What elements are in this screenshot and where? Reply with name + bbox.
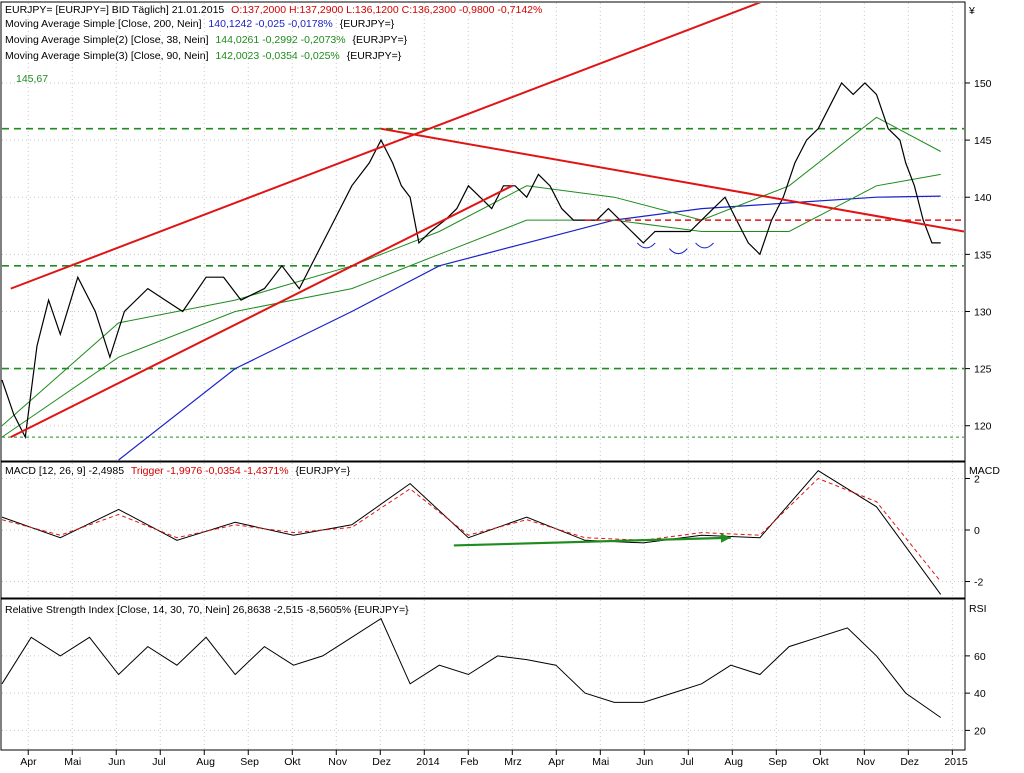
price-axis-title: ¥	[968, 5, 975, 17]
x-tick-label: Jul	[680, 756, 693, 768]
x-tick-label: Apr	[548, 756, 565, 768]
price-y-tick-label: 145	[974, 135, 992, 147]
rsi-line	[1, 617, 941, 718]
price-header-line3: Moving Average Simple(2) [Close, 38, Nei…	[5, 34, 408, 46]
macd-header: MACD [12, 26, 9] -2,4985 Trigger -1,9976…	[5, 465, 351, 477]
divergence-arrow-shaft	[453, 536, 731, 547]
ma90-tail: {EURJPY=}	[347, 50, 402, 62]
x-tick-label: Dez	[900, 756, 919, 768]
macd-axis-title: MACD	[969, 465, 1000, 477]
price-y-tick-label: 140	[974, 192, 992, 204]
ma38-line	[1, 116, 941, 427]
ma90-name: Moving Average Simple(3) [Close, 90, Nei…	[5, 50, 209, 62]
ma200-value: 140,1242 -0,025 -0,0178%	[208, 18, 332, 30]
pattern-arc	[695, 242, 714, 249]
ma200-line	[118, 195, 941, 461]
rsi-layer	[1, 617, 941, 718]
price-y-tick-label: 120	[974, 421, 992, 433]
macd-trigger-line	[1, 477, 942, 582]
macd-trigger: Trigger -1,9976 -0,0354 -1,4371%	[131, 465, 289, 477]
price-panel-frame	[0, 1, 966, 462]
x-tick-label: Okt	[284, 756, 300, 768]
x-tick-label: Mai	[64, 756, 81, 768]
ma38-value: 144,0261 -0,2992 -0,2073%	[215, 34, 345, 46]
ma38-name: Moving Average Simple(2) [Close, 38, Nei…	[5, 34, 209, 46]
x-tick-label: Jul	[152, 756, 165, 768]
rsi-y-tick-label: 20	[974, 725, 986, 737]
trend-line	[380, 127, 964, 233]
x-tick-label: Apr	[20, 756, 37, 768]
x-tick-label: Mai	[592, 756, 609, 768]
macd-main: MACD [12, 26, 9] -2,4985	[5, 465, 124, 477]
x-tick-label: Jun	[636, 756, 653, 768]
ma90-value: 142,0023 -0,0354 -0,025%	[215, 50, 339, 62]
x-tick-label: Mrz	[504, 756, 522, 768]
moving-averages-layer	[1, 116, 941, 461]
ma200-name: Moving Average Simple [Close, 200, Nein]	[5, 18, 202, 30]
price-line	[1, 82, 941, 440]
ma38-tail: {EURJPY=}	[353, 34, 408, 46]
price-layer	[1, 82, 941, 440]
x-tick-label: Sep	[768, 756, 787, 768]
x-tick-label: Nov	[328, 756, 347, 768]
header-ohlc: O:137,2000 H:137,2900 L:136,1200 C:136,2…	[231, 4, 542, 16]
rsi-header: Relative Strength Index [Close, 14, 30, …	[5, 604, 409, 616]
x-tick-label: 2014	[416, 756, 440, 768]
x-tick-label: Jun	[108, 756, 125, 768]
macd-y-tick-label: -2	[974, 577, 983, 589]
x-tick-label: Nov	[856, 756, 875, 768]
annotations-layer	[585, 219, 964, 255]
macd-y-tick-label: 2	[974, 473, 980, 485]
price-y-tick-label: 135	[974, 249, 992, 261]
macd-y-tick-label: 0	[974, 525, 980, 537]
price-y-tick-label: 125	[974, 364, 992, 376]
axes-layer: Apr Mai Jun Jul Aug Sep Okt Nov Dez 2014 Feb Mrz Apr…	[20, 78, 991, 768]
x-tick-label: Dez	[372, 756, 391, 768]
x-tick-label: Sep	[240, 756, 259, 768]
level-lines-layer	[2, 127, 964, 438]
trend-line	[10, 184, 513, 439]
level-label: 145,67	[16, 73, 48, 85]
price-y-tick-label: 130	[974, 306, 992, 318]
pattern-arc	[636, 242, 656, 249]
rsi-panel-frame	[0, 598, 966, 751]
header-symbol: EURJPY= [EURJPY=] BID Täglich] 21.01.201…	[5, 4, 224, 16]
x-tick-label: Okt	[812, 756, 828, 768]
ma200-tail: {EURJPY=}	[340, 18, 395, 30]
price-header-line2: Moving Average Simple [Close, 200, Nein]…	[5, 18, 395, 30]
x-tick-label: 2015	[944, 756, 968, 768]
macd-layer	[1, 470, 942, 595]
x-tick-label: Aug	[724, 756, 743, 768]
price-header-line1: EURJPY= [EURJPY=] BID Täglich] 21.01.201…	[5, 4, 542, 16]
channel-lines-layer	[10, 3, 964, 439]
rsi-y-tick-label: 60	[974, 651, 986, 663]
price-y-tick-label: 150	[974, 78, 992, 90]
ma90-line	[1, 173, 941, 438]
macd-tail: {EURJPY=}	[296, 465, 351, 477]
rsi-axis-title: RSI	[969, 603, 987, 615]
price-header-line4: Moving Average Simple(3) [Close, 90, Nei…	[5, 50, 402, 62]
x-tick-label: Aug	[196, 756, 215, 768]
pattern-arc	[668, 248, 688, 255]
x-tick-label: Feb	[460, 756, 478, 768]
rsi-y-tick-label: 40	[974, 688, 986, 700]
divergence-arrow-head	[720, 533, 731, 543]
